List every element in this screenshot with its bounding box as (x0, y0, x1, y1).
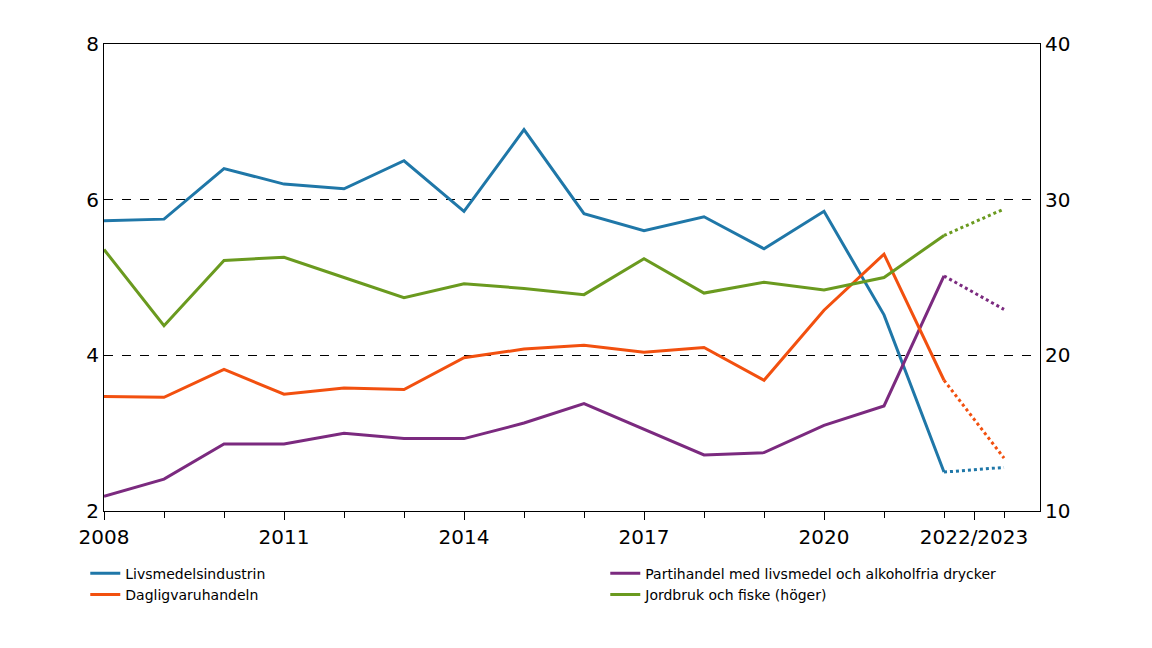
svg-text:2020: 2020 (799, 525, 850, 549)
svg-text:Dagligvaruhandeln: Dagligvaruhandeln (125, 587, 258, 603)
svg-text:20: 20 (1045, 343, 1070, 367)
svg-text:Jordbruk och fiske (höger): Jordbruk och fiske (höger) (644, 587, 826, 603)
svg-text:Partihandel med livsmedel och: Partihandel med livsmedel och alkoholfri… (645, 566, 996, 582)
svg-text:2014: 2014 (439, 525, 490, 549)
svg-text:8: 8 (86, 32, 99, 56)
svg-text:2022/2023: 2022/2023 (920, 525, 1029, 549)
svg-text:30: 30 (1045, 188, 1070, 212)
svg-text:Livsmedelsindustrin: Livsmedelsindustrin (125, 566, 265, 582)
svg-text:2: 2 (86, 499, 99, 523)
svg-text:6: 6 (86, 188, 99, 212)
svg-text:2011: 2011 (259, 525, 310, 549)
svg-text:2017: 2017 (619, 525, 670, 549)
svg-text:4: 4 (86, 343, 99, 367)
svg-text:10: 10 (1045, 499, 1070, 523)
svg-text:40: 40 (1045, 32, 1070, 56)
svg-text:2008: 2008 (79, 525, 130, 549)
